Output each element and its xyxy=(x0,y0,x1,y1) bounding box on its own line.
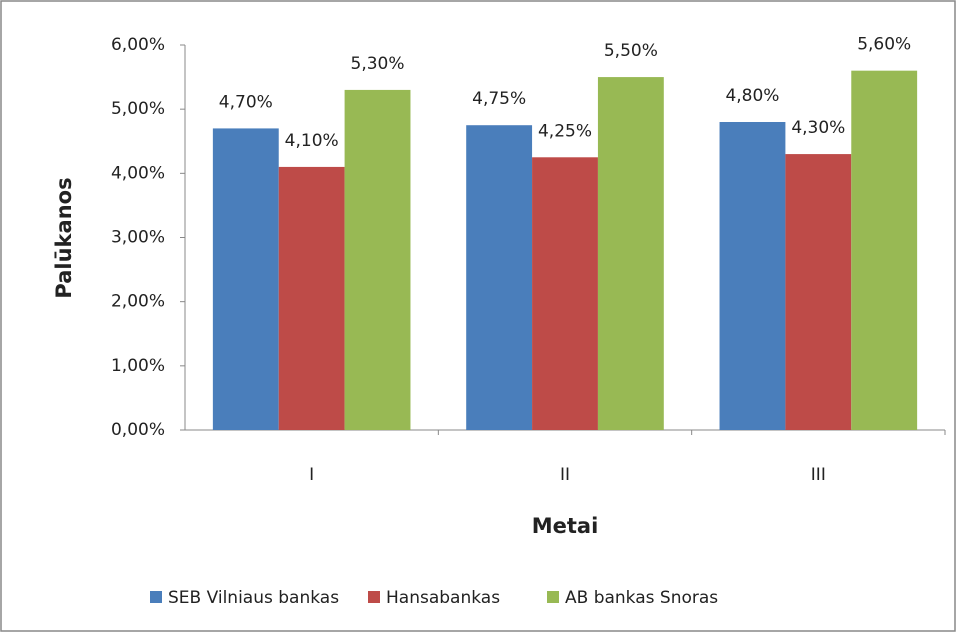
y-tick-label: 1,00% xyxy=(111,356,165,376)
data-label: 4,25% xyxy=(538,121,592,141)
y-tick-label: 4,00% xyxy=(111,163,165,183)
legend-label: SEB Vilniaus bankas xyxy=(168,588,339,608)
legend-label: AB bankas Snoras xyxy=(565,588,718,608)
y-tick-label: 6,00% xyxy=(111,35,165,55)
bar xyxy=(278,166,345,430)
y-axis-title: Palūkanos xyxy=(52,177,76,298)
legend-swatch xyxy=(150,591,162,603)
bar xyxy=(344,89,411,431)
y-tick-label: 2,00% xyxy=(111,292,165,312)
x-tick-label: III xyxy=(811,465,826,485)
data-label: 4,30% xyxy=(791,118,845,138)
y-tick-label: 3,00% xyxy=(111,228,165,248)
bar xyxy=(719,122,786,430)
y-tick-label: 5,00% xyxy=(111,99,165,119)
bar xyxy=(785,154,852,431)
legend-swatch xyxy=(368,591,380,603)
x-tick-label: II xyxy=(560,465,570,485)
x-axis-title: Metai xyxy=(532,514,599,538)
data-label: 5,30% xyxy=(351,54,405,74)
data-label: 4,10% xyxy=(285,131,339,151)
data-label: 4,80% xyxy=(725,86,779,106)
data-label: 4,70% xyxy=(219,92,273,112)
bar xyxy=(532,157,598,430)
x-tick-label: I xyxy=(309,465,314,485)
bar xyxy=(597,77,664,430)
bar xyxy=(851,70,918,431)
legend-label: Hansabankas xyxy=(386,588,500,608)
data-label: 5,50% xyxy=(604,41,658,61)
data-label: 5,60% xyxy=(857,35,911,55)
legend-swatch xyxy=(547,591,559,603)
bar xyxy=(466,125,533,430)
bar xyxy=(212,128,279,430)
data-label: 4,75% xyxy=(472,89,526,109)
y-tick-label: 0,00% xyxy=(111,420,165,440)
